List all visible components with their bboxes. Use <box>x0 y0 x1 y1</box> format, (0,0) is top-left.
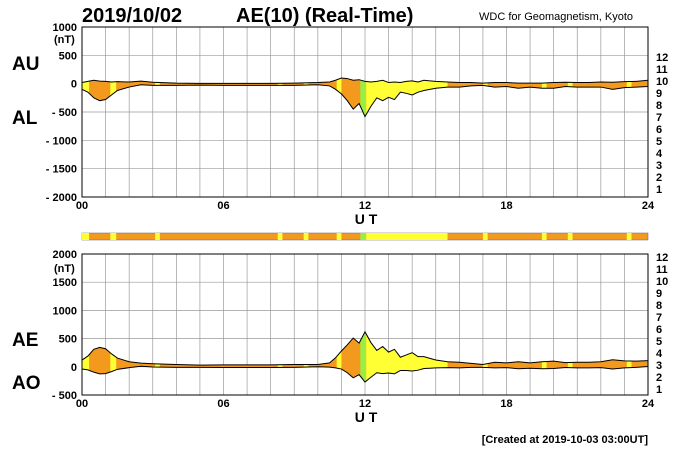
panel1-xtick-label: 24 <box>642 200 655 212</box>
created-timestamp: [Created at 2019-10-03 03:00UT] <box>482 434 649 446</box>
panel2-fill-band <box>567 331 573 383</box>
panel2-upper-label: AE <box>12 330 38 351</box>
panel1-upper-label: AU <box>12 54 39 75</box>
legend-station-count-label: 11 <box>656 264 668 276</box>
station-bar-segment <box>303 233 309 240</box>
panel1-ytick-label: - 1000 <box>46 135 77 147</box>
legend-station-count-label: 4 <box>656 148 663 160</box>
panel1-xtick-label: 00 <box>76 200 88 212</box>
panel2-fill-band <box>82 331 90 383</box>
panel2-fill-band <box>541 331 547 383</box>
panel1-ytick-label: 500 <box>59 50 77 62</box>
panel2-fill-band <box>626 331 632 383</box>
source-label: WDC for Geomagnetism, Kyoto <box>479 11 633 23</box>
panel2-ytick-label: 1000 <box>53 305 77 317</box>
station-bar-segment <box>567 233 573 240</box>
legend-station-count-label: 9 <box>656 288 662 300</box>
panel2-xtick-label: 06 <box>217 398 229 410</box>
panel1-frame <box>81 26 649 198</box>
panel1-xtick-label: 12 <box>359 200 371 212</box>
panel2-ytick-label: 2000 <box>53 249 77 261</box>
legend-station-count-label: 10 <box>656 276 668 288</box>
date-title: 2019/10/02 <box>82 5 182 27</box>
panel2-ytick-label: 1500 <box>53 277 77 289</box>
panel2-ytick-label: - 500 <box>52 390 77 402</box>
legend-station-count-label: 6 <box>656 324 662 336</box>
legend-station-count-label: 2 <box>656 372 662 384</box>
legend-station-count-label: 6 <box>656 124 662 136</box>
panel1-ytick-label: - 2000 <box>46 192 77 204</box>
panel2-ytick-label: 0 <box>71 362 77 374</box>
panel1-xtick-label: 06 <box>217 200 229 212</box>
legend-station-count-label: 12 <box>656 52 668 64</box>
panel1-lower-label: AL <box>12 108 38 129</box>
panel1-fill-band <box>360 78 367 117</box>
legend-station-count-label: 11 <box>656 64 668 76</box>
panel1-xtick-label: 18 <box>500 200 512 212</box>
station-bar-segment <box>155 233 160 240</box>
panel2-fill-band <box>303 331 309 383</box>
panel2-fill-band <box>482 331 488 383</box>
panel2-fill-band <box>155 331 160 383</box>
legend-station-count-label: 10 <box>656 76 668 88</box>
station-bar-segment <box>277 233 283 240</box>
panel2-frame <box>81 253 649 396</box>
panel1-ytick-label: 1000 <box>53 22 77 34</box>
panel2-xtick-label: 12 <box>359 398 371 410</box>
station-bar-segment <box>541 233 547 240</box>
panel2-upper-series-line <box>81 330 649 366</box>
panel2-xtick-label: 18 <box>500 398 512 410</box>
legend-station-count-label: 1 <box>656 384 662 396</box>
station-count-bar <box>81 232 649 241</box>
station-bar-segment <box>366 233 448 240</box>
panel2-fill-band <box>360 331 367 383</box>
station-bar-segment <box>82 233 90 240</box>
panel2-lower-series-line <box>81 365 649 383</box>
legend-station-count-label: 7 <box>656 312 662 324</box>
panel2-lower-label: AO <box>12 373 41 394</box>
panel2-fill-band <box>277 331 283 383</box>
legend-station-count-label: 5 <box>656 336 662 348</box>
panel2-unit: (nT) <box>54 263 75 275</box>
panel1-xlabel: U T <box>355 211 378 227</box>
station-bar-segment <box>626 233 632 240</box>
panel2-fill-band <box>366 331 448 383</box>
panel2-xtick-label: 24 <box>642 398 655 410</box>
panel1-ytick-label: - 500 <box>52 107 77 119</box>
panel1-ytick-label: 0 <box>71 79 77 91</box>
legend-station-count-label: 8 <box>656 100 662 112</box>
legend-station-count-label: 1 <box>656 184 662 196</box>
station-bar-segment <box>360 233 367 240</box>
panel2-fill-band <box>110 331 117 383</box>
legend-station-count-label: 8 <box>656 300 662 312</box>
panel2-ytick-label: 500 <box>59 334 77 346</box>
station-bar-segment <box>336 233 342 240</box>
legend-station-count-label: 3 <box>656 360 662 372</box>
chart-title: AE(10) (Real-Time) <box>236 5 413 27</box>
legend-station-count-label: 12 <box>656 252 668 264</box>
station-bar-segment <box>482 233 488 240</box>
legend-station-count-label: 3 <box>656 160 662 172</box>
legend-station-count-label: 4 <box>656 348 663 360</box>
panel2-xtick-label: 00 <box>76 398 88 410</box>
panel1-ytick-label: - 1500 <box>46 164 77 176</box>
panel1-upper-series-line <box>81 77 649 84</box>
legend-station-count-label: 5 <box>656 136 662 148</box>
legend-station-count-label: 9 <box>656 88 662 100</box>
station-bar-segment <box>110 233 117 240</box>
panel1-lower-series-line <box>81 84 649 118</box>
legend-station-count-label: 2 <box>656 172 662 184</box>
legend-station-count-label: 7 <box>656 112 662 124</box>
panel2-fill-band <box>336 331 342 383</box>
panel2-xlabel: U T <box>355 409 378 425</box>
panel1-unit: (nT) <box>54 34 75 46</box>
